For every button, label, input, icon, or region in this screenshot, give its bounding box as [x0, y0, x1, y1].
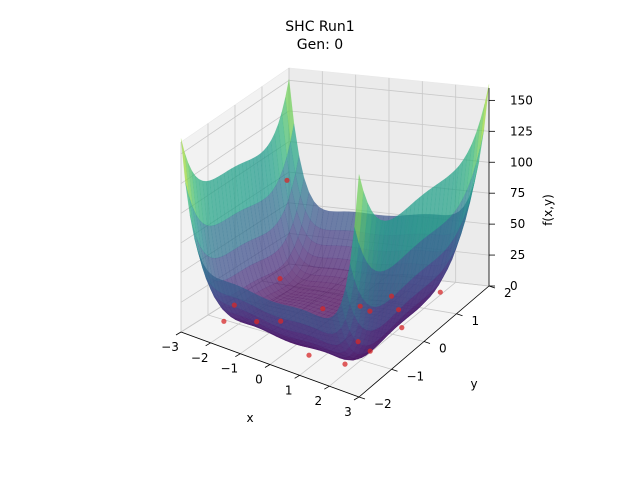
population-point-15	[399, 325, 405, 331]
x-axis-label: x	[246, 411, 253, 425]
x-tick-mark	[294, 374, 300, 379]
x-tick-label: 0	[255, 373, 263, 387]
surface-facet	[475, 103, 485, 166]
population-point-6	[278, 318, 284, 324]
surface-facet	[440, 174, 451, 226]
x-tick-mark	[175, 331, 182, 336]
z-tick-label: 25	[510, 248, 525, 262]
population-point-5	[254, 319, 260, 325]
z-tick-label: 75	[510, 186, 525, 200]
population-point-11	[396, 307, 402, 313]
z-tick-label: 100	[510, 155, 533, 169]
population-point-10	[388, 293, 395, 299]
surface-facet	[410, 196, 420, 251]
surface-facet	[423, 187, 433, 240]
population-points	[221, 177, 443, 367]
y-axis-label: y	[470, 377, 477, 391]
x-tick-mark	[324, 385, 330, 390]
x-tick-label: 1	[285, 383, 293, 397]
population-point-14	[367, 348, 373, 354]
y-tick-label: −1	[407, 369, 425, 383]
y-tick-mark	[391, 368, 398, 372]
chart-title: SHC Run1	[285, 19, 354, 35]
y-tick-label: −2	[374, 397, 392, 411]
x-tick-label: 2	[314, 394, 322, 408]
x-tick-label: 3	[344, 405, 352, 419]
y-tick-label: 0	[439, 342, 447, 356]
surface-facet	[453, 159, 464, 214]
y-tick-mark	[358, 396, 366, 400]
x-tick-mark	[205, 342, 211, 347]
x-tick-mark	[353, 396, 360, 401]
x-tick-mark	[264, 364, 271, 368]
chart-subtitle: Gen: 0	[297, 37, 343, 53]
population-point-2	[277, 276, 283, 282]
population-point-13	[306, 352, 312, 358]
y-tick-label: 2	[504, 286, 512, 300]
y-tick-label: 1	[472, 314, 480, 328]
surface-facet	[380, 219, 390, 272]
z-tick-label: 150	[510, 93, 533, 107]
surface-facet	[375, 219, 386, 272]
surface-facet	[479, 84, 490, 150]
surface-facet	[371, 216, 381, 272]
x-tick-label: −3	[161, 340, 179, 354]
x-tick-label: −1	[220, 362, 238, 376]
x-tick-mark	[235, 353, 241, 358]
surface-facet	[388, 215, 399, 269]
population-point-9	[367, 308, 373, 314]
population-point-7	[320, 306, 326, 312]
z-axis-label: f(x,y)	[541, 194, 555, 226]
surface-facet	[393, 211, 403, 266]
surface-facet	[466, 133, 477, 191]
y-tick-mark	[423, 341, 431, 344]
population-point-4	[221, 318, 227, 324]
x-tick-label: −2	[191, 351, 209, 365]
population-point-8	[357, 303, 363, 309]
population-point-16	[437, 289, 443, 295]
z-tick-label: 50	[510, 217, 525, 231]
surface-facet	[354, 174, 364, 244]
surface	[180, 79, 490, 361]
y-tick-mark	[456, 313, 463, 317]
population-point-3	[231, 302, 237, 308]
population-point-17	[342, 361, 348, 367]
population-point-12	[355, 339, 361, 345]
z-tick-label: 125	[510, 124, 533, 138]
z-tick-label: 0	[510, 279, 518, 293]
surface-facet	[363, 202, 373, 264]
population-point-1	[284, 177, 290, 183]
